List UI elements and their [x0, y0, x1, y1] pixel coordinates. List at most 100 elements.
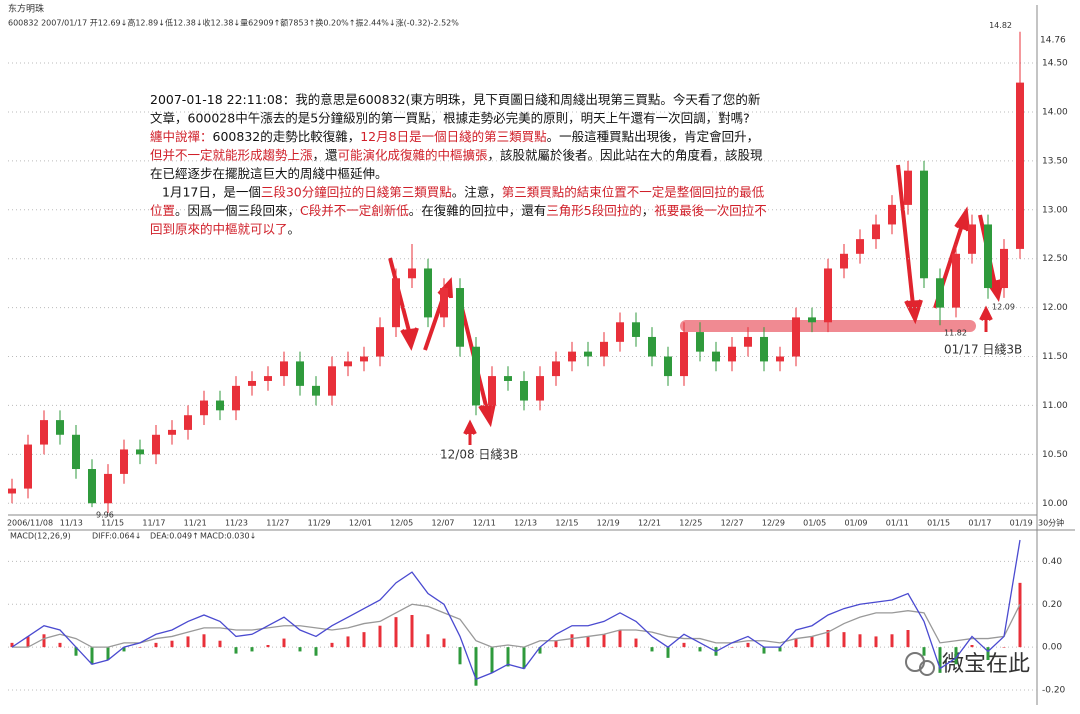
- candle-body: [104, 473, 112, 504]
- note-segment: 1月17日，是一個: [162, 184, 261, 199]
- macd-bar: [170, 640, 174, 648]
- x-tick-label: 12/27: [721, 519, 744, 528]
- x-tick-label: 11/17: [142, 519, 165, 528]
- note: 2007-01-18 22:11:08：我的意思是600832(東方明珠，見下頁…: [150, 92, 767, 237]
- note-segment: 文章，600028中午漲去的是5分鐘級別的第一買點，根據走勢必完美的原則，明天上…: [150, 110, 750, 125]
- y-tick-label: 13.50: [1042, 156, 1068, 166]
- candle-body: [312, 385, 320, 396]
- x-tick-label: 12/11: [473, 519, 496, 528]
- macd-bar: [874, 636, 878, 648]
- note-segment: 祇要最後一次回拉不: [654, 203, 767, 218]
- macd-bar: [970, 645, 974, 648]
- note-segment: 。因爲一個三段回來，: [175, 203, 300, 218]
- x-tick-label: 12/15: [555, 519, 578, 528]
- x-tick-label: 01/19: [1010, 519, 1033, 528]
- x-tick-label: 12/21: [638, 519, 661, 528]
- candle-body: [872, 224, 880, 240]
- note-segment: ，該股就屬於後者。因此站在大的角度看，該股現: [488, 147, 764, 162]
- candle-body: [808, 317, 816, 323]
- note-segment: 。一般這種買點出現後，肯定會回升，: [547, 129, 760, 144]
- macd-bar: [314, 647, 318, 656]
- macd-dea: DEA:0.049↑: [150, 532, 199, 541]
- candle-body: [968, 224, 976, 254]
- candle-body: [1016, 82, 1024, 249]
- candle-body: [168, 429, 176, 435]
- x-tick-label: 12/07: [431, 519, 454, 528]
- macd-bar: [58, 642, 62, 648]
- note-segment: 纏中說禪：: [150, 129, 213, 144]
- x-tick-label: 01/17: [968, 519, 991, 528]
- macd-bar: [474, 647, 478, 686]
- macd-bar: [634, 638, 638, 648]
- note-segment: ，還: [313, 147, 339, 162]
- macd-bar: [138, 647, 142, 648]
- candle-body: [120, 449, 128, 474]
- x-tick-label: 11/21: [184, 519, 207, 528]
- macd-bar: [666, 647, 670, 658]
- macd-bar: [234, 647, 238, 654]
- period-label: 30分钟: [1038, 518, 1064, 528]
- macd-bar: [282, 638, 286, 648]
- note-segment: 12月8日是一個日綫的第三類買點: [360, 129, 546, 144]
- candle-body: [136, 449, 144, 455]
- candle-body: [184, 415, 192, 430]
- macd-bar: [986, 647, 990, 660]
- candle-body: [296, 361, 304, 386]
- candle-body: [232, 385, 240, 411]
- macd-bar: [858, 634, 862, 648]
- y-tick-label: 12.50: [1042, 254, 1068, 264]
- candle-body: [1000, 248, 1008, 289]
- macd-bar: [682, 642, 686, 648]
- x-tick-label: 01/09: [844, 519, 867, 528]
- candle-body: [360, 356, 368, 362]
- x-tick-label: 12/05: [390, 519, 413, 528]
- macd-bar: [762, 647, 766, 654]
- macd-bar: [938, 647, 942, 673]
- candle-body: [888, 204, 896, 225]
- macd-bar: [1002, 647, 1006, 648]
- candle-body: [8, 488, 16, 494]
- macd-bar: [394, 617, 398, 648]
- candle-body: [984, 224, 992, 289]
- macd-bar: [602, 634, 606, 648]
- candle-body: [856, 239, 864, 254]
- note-segment: 可能演化成復雜的中樞擴張: [338, 147, 489, 162]
- macd-bar: [458, 647, 462, 665]
- macd-bar: [538, 647, 542, 654]
- candle-body: [408, 268, 416, 279]
- price-label: 11.82: [944, 329, 967, 338]
- macd-bar: [426, 634, 430, 648]
- note-segment: 但并不一定就能形成趨勢上漲: [150, 147, 313, 162]
- x-tick-label: 11/15: [101, 519, 124, 528]
- candle-body: [472, 346, 480, 406]
- macd-bar: [490, 647, 494, 673]
- macd-bar: [650, 647, 654, 652]
- candle-body: [600, 341, 608, 357]
- price-label: 12.09: [992, 302, 1015, 311]
- y-tick-label: 0.40: [1042, 557, 1062, 567]
- macd-bar: [378, 625, 382, 648]
- macd-bar: [522, 647, 526, 669]
- macd-bar: [74, 647, 78, 656]
- candle-body: [24, 444, 32, 489]
- note-segment: 。注意，: [452, 184, 502, 199]
- note-segment: C段并不一定創新低: [300, 203, 409, 218]
- note-segment: 。在復雜的回拉中，還有: [409, 203, 547, 218]
- note-segment: 600832的走勢比較復雜，: [213, 129, 361, 144]
- macd-bar: [778, 647, 782, 652]
- note-segment: 位置: [150, 203, 175, 218]
- price-label: 14.82: [989, 21, 1012, 30]
- y-tick-label: 11.50: [1042, 352, 1068, 362]
- candle-body: [264, 376, 272, 381]
- candle-body: [824, 268, 832, 323]
- y-tick-label: 10.50: [1042, 450, 1068, 460]
- macd-bar: [554, 640, 558, 648]
- candle-body: [280, 361, 288, 377]
- candle-body: [728, 346, 736, 362]
- candle-body: [488, 376, 496, 406]
- macd-bar: [906, 630, 910, 648]
- y-tick-label: 0.00: [1042, 643, 1062, 653]
- candle-body: [56, 420, 64, 435]
- candle-body: [584, 351, 592, 357]
